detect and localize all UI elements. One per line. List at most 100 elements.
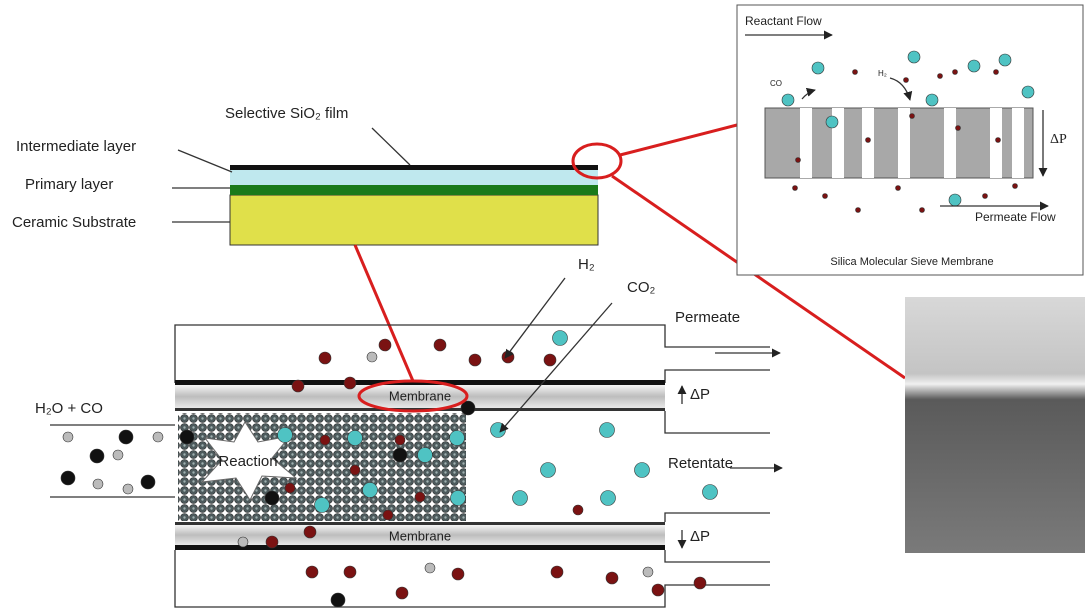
pore xyxy=(990,108,1002,178)
molecule xyxy=(512,490,528,506)
molecule xyxy=(967,59,981,73)
molecule xyxy=(392,447,408,463)
molecule xyxy=(305,565,319,579)
molecule xyxy=(811,61,825,75)
molecule xyxy=(865,137,871,143)
sio2-film xyxy=(230,165,598,170)
molecule xyxy=(89,448,105,464)
flow-label: Reactant Flow xyxy=(745,14,822,28)
molecule xyxy=(995,137,1001,143)
molecule xyxy=(378,338,392,352)
molecule xyxy=(651,583,665,597)
retentate-label: Retentate xyxy=(668,455,733,472)
film-label: Selective SiO₂ film xyxy=(225,105,348,122)
molecule xyxy=(543,353,557,367)
primary-layer xyxy=(230,185,598,195)
molecule xyxy=(937,73,943,79)
molecule xyxy=(982,193,988,199)
layer-diagram: Selective SiO₂ film Intermediate layer P… xyxy=(12,105,599,246)
molecule xyxy=(449,430,465,446)
pore xyxy=(1012,108,1024,178)
molecule xyxy=(702,484,718,500)
molecule xyxy=(318,351,332,365)
molecule xyxy=(855,207,861,213)
molecule xyxy=(152,431,164,443)
molecule xyxy=(414,491,426,503)
molecule xyxy=(330,592,346,608)
molecule xyxy=(552,330,568,346)
molecule xyxy=(450,490,466,506)
pore xyxy=(862,108,874,178)
pore xyxy=(800,108,812,178)
membrane-edge xyxy=(175,545,665,550)
molecule xyxy=(468,353,482,367)
feed-label: H₂O + CO xyxy=(35,400,103,417)
molecule xyxy=(237,536,249,548)
co-label: CO xyxy=(770,79,782,88)
membrane xyxy=(175,525,665,545)
outer-wall xyxy=(174,324,770,383)
permeate-label: Permeate xyxy=(675,309,740,326)
molecule xyxy=(291,379,305,393)
molecule xyxy=(1021,85,1035,99)
molecule xyxy=(895,185,901,191)
molecule xyxy=(347,430,363,446)
leader xyxy=(177,149,233,173)
substrate xyxy=(229,194,599,246)
molecule xyxy=(693,576,707,590)
molecule xyxy=(122,483,134,495)
molecule xyxy=(417,447,433,463)
molecule xyxy=(424,562,436,574)
molecule xyxy=(303,525,317,539)
layer-label: Ceramic Substrate xyxy=(12,214,136,231)
molecule xyxy=(394,434,406,446)
pore xyxy=(944,108,956,178)
molecule xyxy=(395,586,409,600)
h2-label: H₂ xyxy=(578,256,595,273)
molecule xyxy=(634,462,650,478)
molecule xyxy=(343,565,357,579)
membrane-label: Membrane xyxy=(389,388,451,403)
molecule xyxy=(907,50,921,64)
pore xyxy=(898,108,910,178)
molecule xyxy=(490,422,506,438)
molecule xyxy=(264,490,280,506)
molecule xyxy=(62,431,74,443)
sem-image xyxy=(905,297,1085,553)
molecule xyxy=(998,53,1012,67)
molecule xyxy=(362,482,378,498)
molecule xyxy=(550,565,564,579)
particles xyxy=(60,330,718,608)
molecule xyxy=(1012,183,1018,189)
molecule xyxy=(60,470,76,486)
molecule xyxy=(179,429,195,445)
molecule xyxy=(460,400,476,416)
molecule xyxy=(852,69,858,75)
molecule xyxy=(140,474,156,490)
callout xyxy=(571,142,623,180)
h2-label: H₂ xyxy=(878,69,887,78)
molecule xyxy=(792,185,798,191)
molecule xyxy=(277,427,293,443)
callout-line xyxy=(611,174,906,380)
molecule xyxy=(284,482,296,494)
reactor: Reaction Membrane Membrane ΔP ΔP Permeat… xyxy=(35,256,783,608)
molecule xyxy=(642,566,654,578)
callout-line xyxy=(353,244,415,382)
molecule xyxy=(349,464,361,476)
molecule xyxy=(952,69,958,75)
molecule xyxy=(919,207,925,213)
callout xyxy=(357,379,469,413)
molecule xyxy=(822,193,828,199)
layer-label: Intermediate layer xyxy=(16,138,136,155)
leader xyxy=(371,127,411,166)
molecule xyxy=(993,69,999,75)
molecule xyxy=(382,509,394,521)
molecule xyxy=(825,115,839,129)
membrane-edge xyxy=(175,522,665,525)
molecule xyxy=(118,429,134,445)
molecule xyxy=(319,434,331,446)
arrow xyxy=(499,302,613,433)
arrow xyxy=(801,87,816,100)
